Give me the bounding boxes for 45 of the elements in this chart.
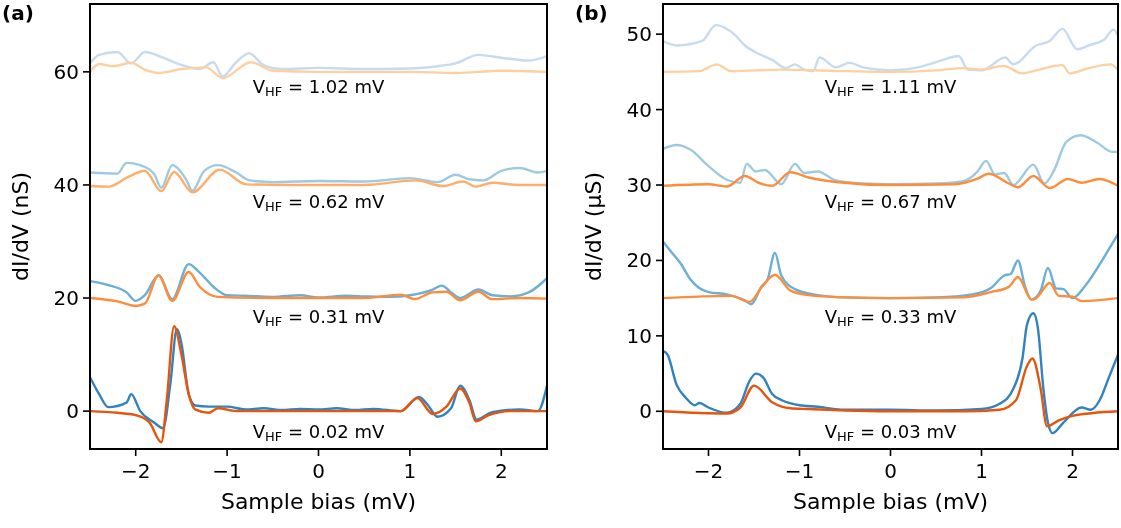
y-tick-label: 20: [53, 286, 79, 311]
y-tick-label: 50: [626, 22, 652, 47]
line-series: [663, 273, 1118, 304]
x-tick-label: 0: [884, 459, 897, 483]
chart-title: (a): [2, 1, 34, 25]
line-series: [90, 61, 547, 80]
y-tick-label: 20: [626, 248, 652, 273]
chart-title: (b): [575, 1, 608, 25]
annotation: V$_{HF}$ = 0.31 mV: [252, 306, 386, 330]
y-tick-label: 0: [66, 399, 79, 424]
x-tick-label: −1: [784, 459, 815, 483]
x-tick-label: 1: [975, 459, 988, 483]
y-tick-label: 60: [53, 59, 79, 84]
y-axis-title: dI/dV (µS): [581, 171, 606, 282]
annotation: V$_{HF}$ = 0.02 mV: [252, 421, 386, 445]
line-series: [663, 171, 1118, 190]
annotation: V$_{HF}$ = 0.67 mV: [824, 191, 958, 215]
y-tick-label: 0: [639, 399, 652, 424]
x-axis-title: Sample bias (mV): [792, 489, 989, 514]
y-axis-title: dI/dV (nS): [8, 172, 33, 281]
line-series: [663, 23, 1118, 73]
x-tick-label: 0: [312, 459, 325, 483]
x-axis-title: Sample bias (mV): [220, 489, 417, 514]
x-tick-label: 1: [403, 459, 417, 483]
x-tick-label: −1: [212, 459, 242, 483]
line-series: [90, 262, 547, 303]
y-tick-label: 40: [53, 172, 79, 197]
line-series: [663, 134, 1118, 187]
annotation: V$_{HF}$ = 0.03 mV: [824, 421, 958, 445]
annotation: V$_{HF}$ = 0.33 mV: [824, 306, 958, 330]
annotation: V$_{HF}$ = 0.62 mV: [252, 191, 386, 215]
y-tick-label: 40: [626, 97, 652, 122]
annotation: V$_{HF}$ = 1.02 mV: [252, 76, 386, 100]
x-tick-label: −2: [120, 459, 151, 483]
line-series: [90, 168, 547, 194]
line-series: [90, 50, 547, 78]
line-series: [90, 270, 547, 308]
y-tick-label: 30: [626, 173, 652, 198]
x-tick-label: 2: [494, 459, 508, 483]
x-tick-label: 2: [1066, 459, 1079, 483]
line-series: [663, 63, 1118, 75]
annotation: V$_{HF}$ = 1.11 mV: [824, 76, 958, 100]
y-tick-label: 10: [626, 323, 652, 348]
x-tick-label: −2: [693, 459, 724, 483]
line-series: [90, 161, 547, 192]
